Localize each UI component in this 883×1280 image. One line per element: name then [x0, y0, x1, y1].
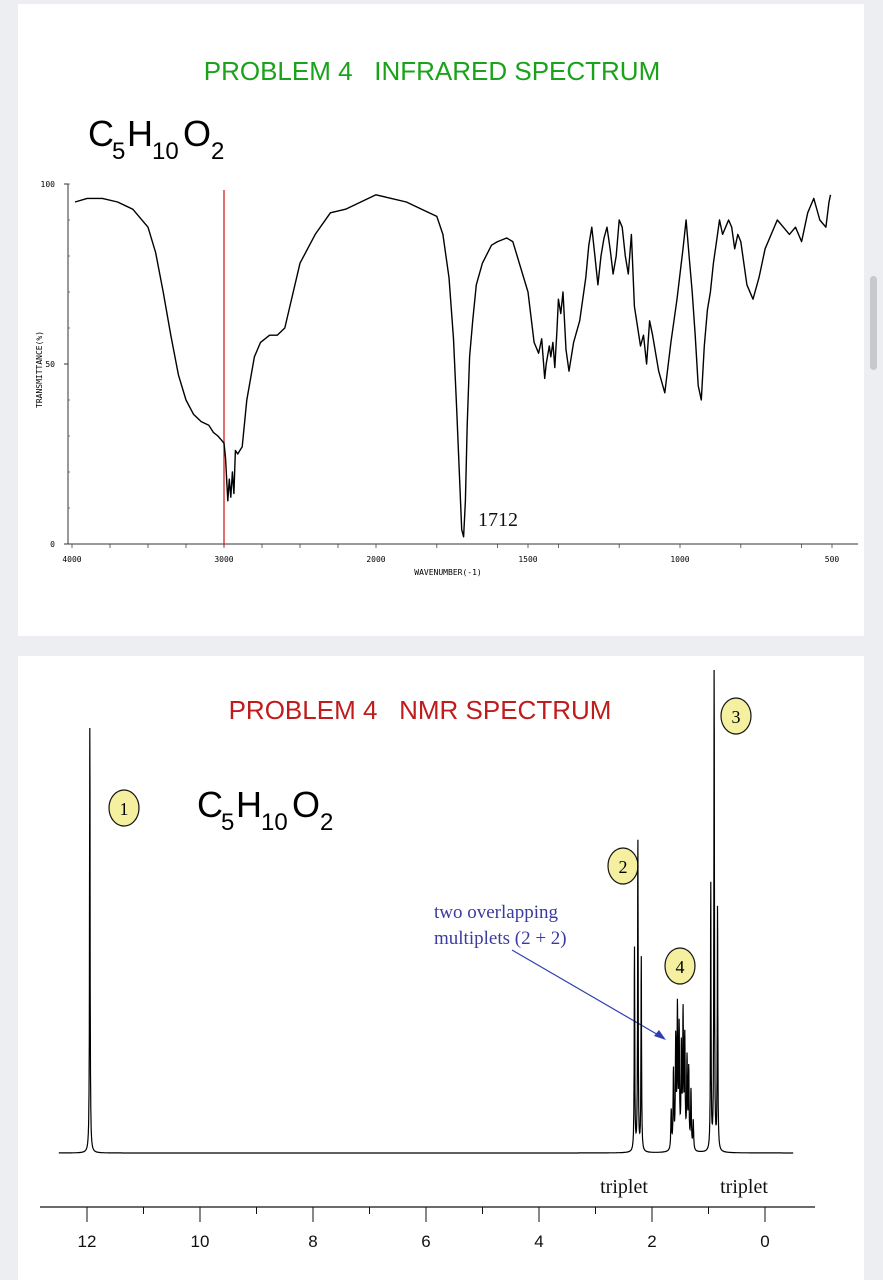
nmr-x-tick-label-12: 12: [78, 1232, 97, 1251]
nmr-circle-2: 2: [607, 847, 639, 885]
ir-formula-c-sub: 5: [112, 138, 125, 165]
nmr-circle-3: 3: [720, 697, 752, 735]
ir-formula: C 5 H 10 O 2: [88, 113, 224, 165]
nmr-x-tick-label-2: 2: [647, 1232, 656, 1251]
ir-y-axis-label: TRANSMITTANCE(%): [35, 331, 44, 408]
nmr-label-triplet-right: triplet: [720, 1176, 768, 1198]
ir-formula-h-sub: 10: [152, 138, 179, 165]
nmr-formula-o-sub: 2: [320, 809, 333, 836]
nmr-annotation-line2: multiplets (2 + 2): [434, 928, 567, 949]
ir-title: PROBLEM 4 INFRARED SPECTRUM: [204, 56, 661, 86]
nmr-circle-1-label: 1: [120, 799, 129, 819]
ir-y-tick-label-50: 50: [45, 360, 55, 369]
ir-y-tick-label-0: 0: [50, 540, 55, 549]
nmr-circle-3-label: 3: [732, 707, 741, 727]
ir-x-tick-label-500: 500: [825, 555, 840, 564]
nmr-annotation-arrowhead: [654, 1030, 666, 1040]
nmr-x-tick-label-0: 0: [760, 1232, 769, 1251]
nmr-formula: C 5 H 10 O 2: [197, 784, 333, 836]
nmr-formula-c-sub: 5: [221, 809, 234, 836]
ir-x-tick-label-3000: 3000: [214, 555, 233, 564]
nmr-formula-c: C: [197, 784, 223, 825]
nmr-x-tick-labels: 12 10 8 6 4 2 0: [78, 1232, 770, 1251]
ir-y-tick-label-100: 100: [41, 180, 56, 189]
ir-spectrum: PROBLEM 4 INFRARED SPECTRUM C 5 H 10 O 2…: [35, 56, 858, 577]
ir-trace-series: [74, 194, 832, 538]
ir-x-tick-label-1000: 1000: [670, 555, 689, 564]
ir-formula-o-sub: 2: [211, 138, 224, 165]
nmr-title: PROBLEM 4 NMR SPECTRUM: [229, 695, 612, 725]
ir-x-axis-label: WAVENUMBER(-1): [414, 568, 481, 577]
ir-axes: [64, 183, 858, 545]
nmr-circle-4: 4: [664, 947, 696, 985]
nmr-formula-o: O: [292, 784, 320, 825]
ir-formula-h: H: [127, 113, 153, 154]
nmr-panel: [18, 656, 864, 1280]
ir-panel: [18, 4, 864, 636]
nmr-x-ticks: [86, 1207, 766, 1222]
nmr-x-tick-label-10: 10: [191, 1232, 210, 1251]
scrollbar-thumb[interactable]: [870, 276, 877, 370]
ir-x-tick-label-1500: 1500: [518, 555, 537, 564]
ir-formula-c: C: [88, 113, 114, 154]
nmr-formula-h-sub: 10: [261, 809, 288, 836]
nmr-circle-1: 1: [108, 789, 140, 827]
nmr-spectrum: PROBLEM 4 NMR SPECTRUM C 5 H 10 O 2 1 2 …: [40, 669, 815, 1251]
nmr-x-tick-label-6: 6: [421, 1232, 430, 1251]
nmr-circle-4-label: 4: [676, 957, 685, 977]
ir-peak-label-1712: 1712: [478, 509, 518, 531]
nmr-label-triplet-left: triplet: [600, 1176, 648, 1198]
ir-x-ticks: [71, 544, 833, 548]
nmr-x-tick-label-8: 8: [308, 1232, 317, 1251]
ir-x-tick-label-4000: 4000: [62, 555, 81, 564]
nmr-x-tick-label-4: 4: [534, 1232, 543, 1251]
nmr-circle-2-label: 2: [619, 857, 628, 877]
nmr-formula-h: H: [236, 784, 262, 825]
nmr-annotation-line1: two overlapping: [434, 902, 559, 923]
ir-x-tick-label-2000: 2000: [366, 555, 385, 564]
ir-minor-ticks: [68, 183, 70, 509]
nmr-trace-series: [58, 669, 794, 1154]
ir-formula-o: O: [183, 113, 211, 154]
